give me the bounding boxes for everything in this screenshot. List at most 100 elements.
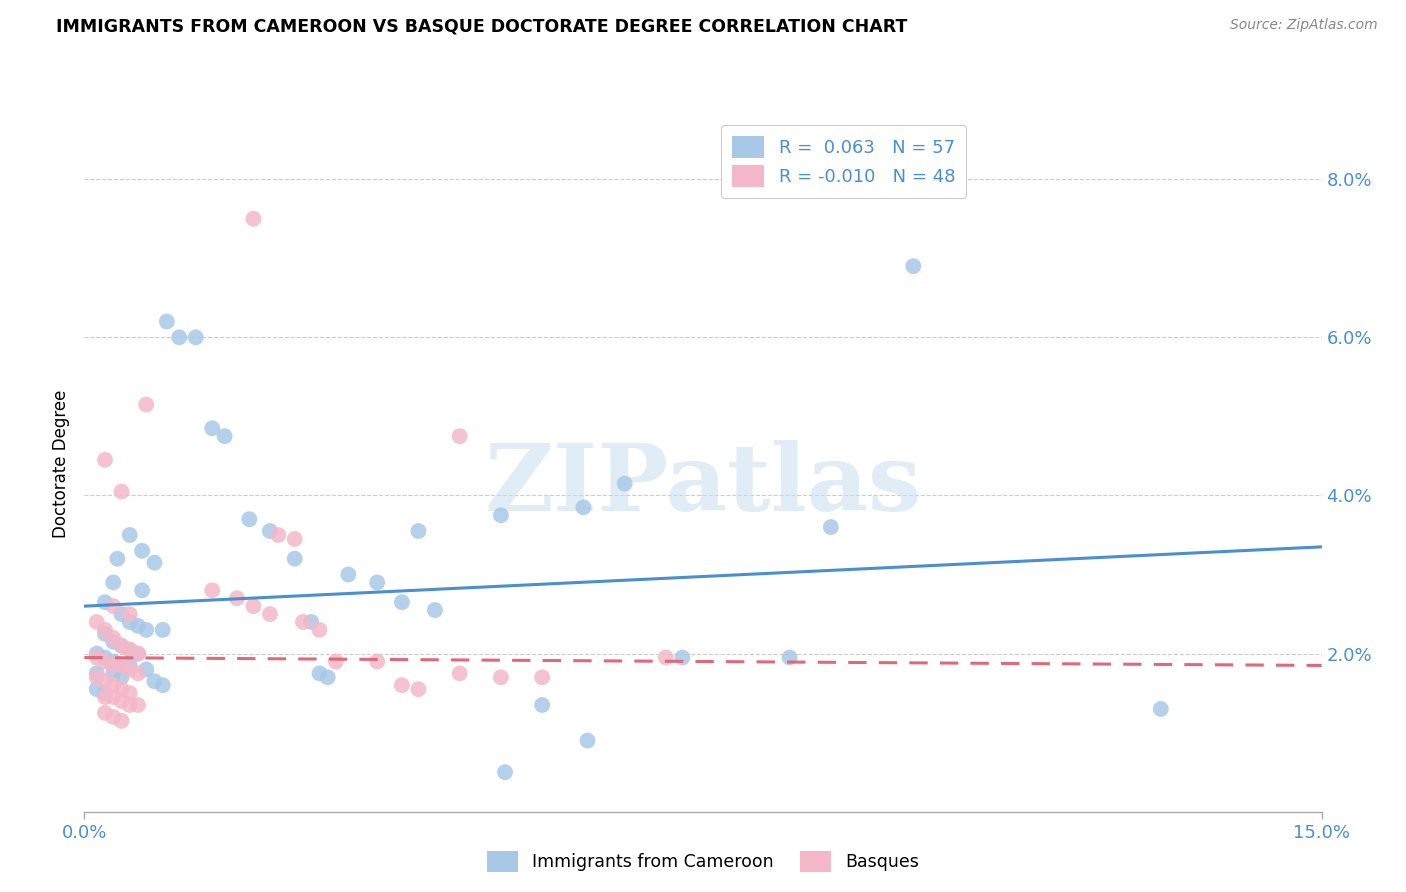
Point — [118, 615, 141, 629]
Point — [449, 429, 471, 443]
Point — [86, 682, 108, 697]
Point — [94, 655, 117, 669]
Point — [94, 686, 117, 700]
Point — [110, 607, 132, 621]
Point — [103, 710, 125, 724]
Point — [489, 670, 512, 684]
Point — [284, 551, 307, 566]
Point — [86, 666, 108, 681]
Point — [94, 627, 117, 641]
Point — [118, 686, 141, 700]
Point — [366, 575, 388, 590]
Point — [103, 690, 125, 704]
Point — [110, 694, 132, 708]
Point — [103, 666, 125, 681]
Point — [576, 733, 599, 747]
Text: ZIPatlas: ZIPatlas — [485, 440, 921, 530]
Point — [903, 259, 925, 273]
Text: Source: ZipAtlas.com: Source: ZipAtlas.com — [1230, 18, 1378, 32]
Point — [779, 650, 801, 665]
Point — [103, 658, 125, 673]
Point — [325, 655, 347, 669]
Point — [110, 670, 132, 684]
Point — [152, 623, 174, 637]
Point — [238, 512, 260, 526]
Point — [184, 330, 207, 344]
Point — [103, 678, 125, 692]
Point — [671, 650, 693, 665]
Point — [86, 650, 108, 665]
Point — [152, 678, 174, 692]
Point — [423, 603, 446, 617]
Point — [531, 698, 554, 712]
Point — [820, 520, 842, 534]
Point — [135, 623, 157, 637]
Point — [94, 453, 117, 467]
Point — [118, 642, 141, 657]
Point — [110, 714, 132, 728]
Point — [143, 674, 166, 689]
Point — [259, 524, 281, 538]
Point — [118, 528, 141, 542]
Point — [308, 666, 330, 681]
Point — [118, 642, 141, 657]
Point — [103, 655, 125, 669]
Point — [1150, 702, 1173, 716]
Point — [94, 595, 117, 609]
Point — [127, 619, 149, 633]
Point — [408, 524, 430, 538]
Text: IMMIGRANTS FROM CAMEROON VS BASQUE DOCTORATE DEGREE CORRELATION CHART: IMMIGRANTS FROM CAMEROON VS BASQUE DOCTO… — [56, 18, 908, 36]
Legend: R =  0.063   N = 57, R = -0.010   N = 48: R = 0.063 N = 57, R = -0.010 N = 48 — [721, 125, 966, 198]
Point — [110, 639, 132, 653]
Point — [110, 682, 132, 697]
Point — [391, 678, 413, 692]
Point — [94, 706, 117, 720]
Point — [259, 607, 281, 621]
Point — [118, 662, 141, 676]
Point — [127, 647, 149, 661]
Point — [408, 682, 430, 697]
Point — [337, 567, 360, 582]
Point — [118, 607, 141, 621]
Point — [86, 670, 108, 684]
Point — [267, 528, 290, 542]
Point — [135, 662, 157, 676]
Point — [449, 666, 471, 681]
Point — [94, 650, 117, 665]
Point — [366, 655, 388, 669]
Point — [110, 658, 132, 673]
Point — [127, 666, 149, 681]
Point — [572, 500, 595, 515]
Point — [291, 615, 314, 629]
Point — [131, 583, 153, 598]
Point — [105, 551, 128, 566]
Point — [131, 544, 153, 558]
Point — [110, 658, 132, 673]
Point — [127, 647, 149, 661]
Point — [143, 556, 166, 570]
Point — [655, 650, 678, 665]
Point — [613, 476, 636, 491]
Point — [156, 314, 179, 328]
Point — [242, 599, 264, 614]
Point — [127, 698, 149, 712]
Point — [86, 615, 108, 629]
Point — [103, 599, 125, 614]
Point — [110, 484, 132, 499]
Point — [103, 631, 125, 645]
Point — [284, 532, 307, 546]
Point — [118, 658, 141, 673]
Legend: Immigrants from Cameroon, Basques: Immigrants from Cameroon, Basques — [479, 844, 927, 879]
Point — [226, 591, 249, 606]
Point — [94, 690, 117, 704]
Point — [242, 211, 264, 226]
Point — [118, 698, 141, 712]
Point — [214, 429, 236, 443]
Point — [94, 623, 117, 637]
Point — [94, 674, 117, 689]
Point — [308, 623, 330, 637]
Point — [299, 615, 322, 629]
Point — [531, 670, 554, 684]
Point — [103, 634, 125, 648]
Point — [489, 508, 512, 523]
